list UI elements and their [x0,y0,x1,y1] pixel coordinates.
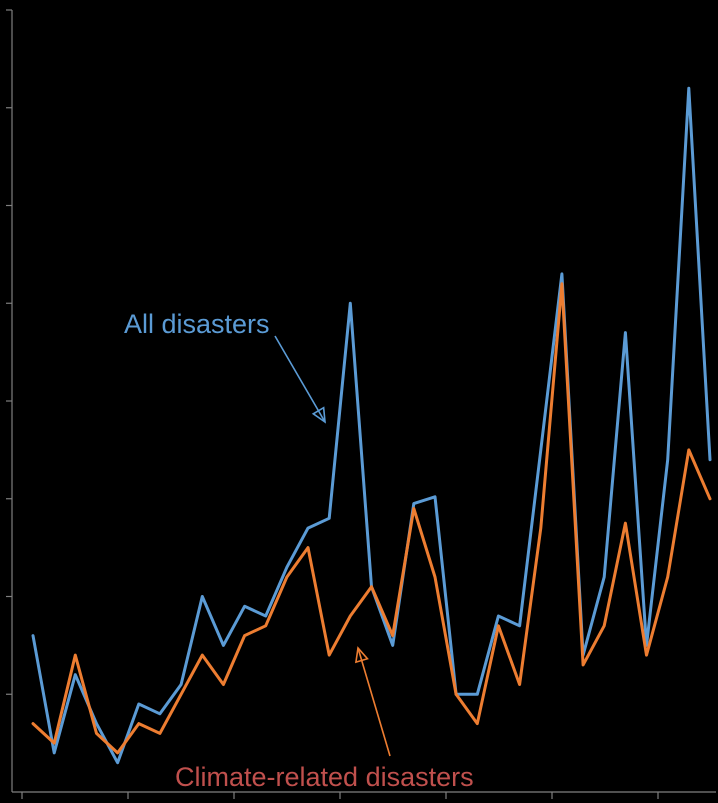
annotation-arrowhead-climate-related-disasters [356,648,368,662]
annotation-arrow-climate-related-disasters [358,648,390,756]
chart-annotations: All disasters Climate-related disasters [124,309,474,792]
annotation-climate-related-disasters: Climate-related disasters [175,762,474,792]
chart-series-lines [33,88,710,763]
chart-axes [6,10,716,799]
series-line-all-disasters [33,88,710,763]
annotation-all-disasters: All disasters [124,309,270,339]
annotation-arrowhead-all-disasters [313,408,325,422]
annotation-arrow-all-disasters [275,336,325,422]
